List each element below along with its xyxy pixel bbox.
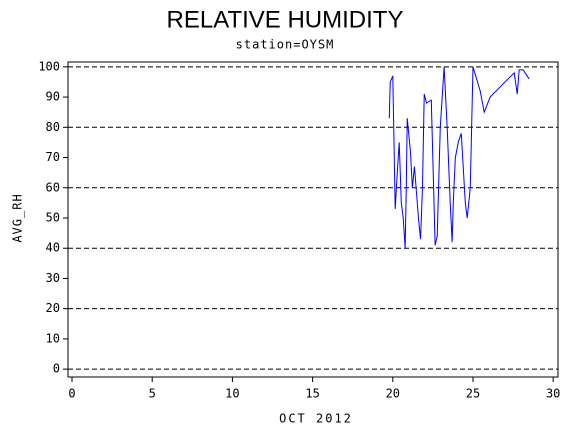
- y-tick-label: 60: [46, 180, 60, 194]
- x-tick-label: 0: [68, 387, 75, 401]
- x-tick-label: 15: [305, 387, 319, 401]
- x-axis-label: OCT 2012: [279, 412, 353, 426]
- y-tick-label: 40: [46, 241, 60, 255]
- x-tick-label: 5: [149, 387, 156, 401]
- x-tick-label: 10: [225, 387, 239, 401]
- chart-subtitle: station=OYSM: [236, 38, 335, 52]
- y-axis-label: AVG_RH: [11, 193, 25, 242]
- data-line: [388, 66, 530, 249]
- y-tick-label: 100: [38, 59, 60, 73]
- x-tick-label: 25: [466, 387, 480, 401]
- y-tick-label: 10: [46, 331, 60, 345]
- y-tick-label: 30: [46, 271, 60, 285]
- y-tick-label: 0: [53, 362, 60, 376]
- y-tick-label: 90: [46, 90, 60, 104]
- y-tick-label: 50: [46, 210, 60, 224]
- y-tick-label: 80: [46, 120, 60, 134]
- chart-title: RELATIVE HUMIDITY: [167, 6, 404, 33]
- plot-frame: [67, 61, 559, 378]
- x-tick-label: 20: [386, 387, 400, 401]
- x-tick-label: 30: [546, 387, 560, 401]
- y-tick-label: 20: [46, 301, 60, 315]
- y-tick-label: 70: [46, 150, 60, 164]
